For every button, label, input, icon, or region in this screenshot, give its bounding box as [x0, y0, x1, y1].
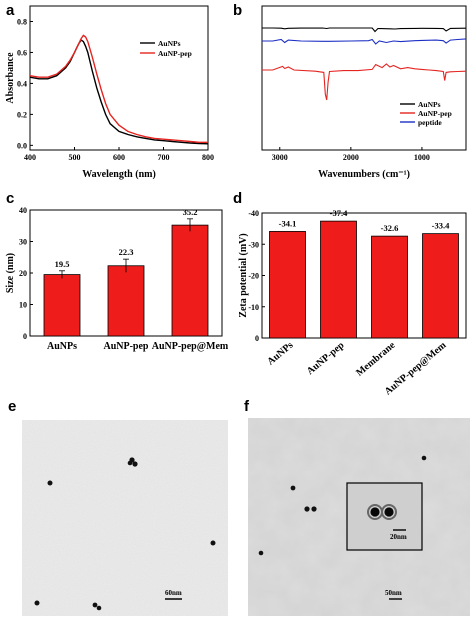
nanoparticle — [311, 506, 317, 512]
panel-label-f: f — [244, 398, 250, 415]
y-tick-label: 0.2 — [17, 110, 27, 119]
legend-label: peptide — [418, 118, 442, 127]
legend-label: AuNPs — [158, 39, 181, 48]
y-axis-title: Size (nm) — [5, 253, 16, 293]
panel-label-c: c — [6, 190, 14, 207]
panel-label-d: d — [233, 190, 242, 207]
legend-label: AuNP-pep — [418, 109, 452, 118]
bar — [371, 235, 408, 339]
absorbance-chart: 400 500 600 700 800 0.0 0.2 0.4 0.6 0.8 AuNPsAuNP-… — [5, 5, 214, 180]
y-tick-label: 10 — [19, 301, 27, 310]
nanoparticle — [304, 506, 310, 512]
y-axis-title: Absorbance — [5, 52, 16, 104]
bar — [320, 220, 357, 339]
y-axis-title: Zeta potential (mV) — [238, 233, 249, 317]
series-line-aunp-pep — [262, 63, 467, 101]
panel-label-e: e — [8, 398, 16, 415]
x-tick-label: 3000 — [272, 153, 288, 162]
tem-image-e-texture — [22, 420, 228, 616]
series-line-aunp-pep — [29, 34, 208, 144]
x-axis-title: Wavelength (nm) — [82, 169, 156, 180]
bar — [171, 224, 209, 337]
bar-value-label: 19.5 — [55, 259, 70, 269]
panel-label-a: a — [6, 2, 15, 19]
scale-bar-f-label: 50nm — [385, 589, 402, 597]
category-label: Membrane — [354, 340, 398, 379]
plot-frame — [261, 5, 467, 151]
panel-label-b: b — [233, 2, 242, 19]
legend-label: AuNP-pep — [158, 49, 192, 58]
y-tick-label: 0 — [23, 332, 27, 341]
y-tick-label: 0.0 — [17, 141, 27, 150]
tem-image-f: 20nm 50nm — [248, 418, 470, 616]
x-tick-label: 600 — [113, 153, 125, 162]
bar-value-label: -37.4 — [330, 208, 348, 218]
nanoparticle — [132, 461, 138, 467]
x-axis-title: Wavenumbers (cm⁻¹) — [318, 169, 410, 180]
series-line-peptide — [262, 38, 467, 45]
y-tick-label: -20 — [248, 272, 259, 281]
inset-particle — [384, 507, 394, 517]
y-tick-label: -10 — [248, 303, 259, 312]
x-tick-label: 800 — [202, 153, 214, 162]
y-tick-label: 0.6 — [17, 48, 27, 57]
inset-particle — [370, 507, 380, 517]
y-tick-label: 40 — [19, 206, 27, 215]
y-tick-label: -40 — [248, 209, 259, 218]
legend-label: AuNPs — [418, 100, 441, 109]
bar — [107, 265, 145, 337]
bar-value-label: -33.4 — [432, 221, 450, 231]
nanoparticle — [258, 550, 264, 556]
nanoparticle — [92, 602, 98, 608]
scale-bar-e-label: 60nm — [165, 589, 182, 597]
nanoparticle — [127, 460, 133, 466]
x-tick-label: 400 — [24, 153, 36, 162]
x-tick-label: 2000 — [343, 153, 359, 162]
y-tick-label: 30 — [19, 238, 27, 247]
bar-value-label: -34.1 — [279, 218, 297, 228]
size-bar-chart: 0 10 20 30 40 19.5 AuNPs 22.3 AuNP-pep 35.2 AuNP-p… — [5, 206, 229, 352]
y-tick-label: -30 — [248, 240, 259, 249]
y-tick-label: 0.8 — [17, 17, 27, 26]
nanoparticle — [96, 605, 102, 611]
category-label: AuNP-pep — [103, 341, 148, 352]
inset-particle-halo — [381, 504, 397, 520]
y-tick-label: 20 — [19, 269, 27, 278]
nanoparticle — [34, 600, 40, 606]
nanoparticle — [290, 485, 296, 491]
bar-value-label: 35.2 — [183, 207, 198, 217]
tem-image-e: 60nm — [22, 420, 228, 616]
nanoparticle — [47, 480, 53, 486]
inset-scale-bar-label: 20nm — [390, 533, 407, 541]
series-line-aunps — [262, 27, 467, 33]
x-tick-label: 1000 — [414, 153, 430, 162]
category-label: AuNP-pep@Mem — [152, 341, 229, 352]
bar — [269, 231, 306, 339]
y-tick-label: 0 — [255, 334, 259, 343]
nanoparticle — [210, 540, 216, 546]
category-label: AuNPs — [265, 340, 295, 368]
bar — [422, 233, 459, 339]
y-tick-label: 0.4 — [17, 79, 27, 88]
bar-value-label: -32.6 — [381, 223, 399, 233]
x-tick-label: 500 — [69, 153, 81, 162]
plot-frame — [29, 5, 209, 151]
bar-value-label: 22.3 — [119, 247, 134, 257]
bar — [43, 274, 81, 337]
category-label: AuNP-pep — [305, 340, 347, 378]
nanoparticle — [421, 455, 427, 461]
zeta-bar-chart: 0 -10 -20 -30 -40 -34.1 AuNPs -37.4 AuNP-pep -32.… — [238, 208, 467, 397]
x-tick-label: 700 — [158, 153, 170, 162]
category-label: AuNPs — [47, 341, 77, 352]
series-line-aunps — [29, 39, 209, 145]
